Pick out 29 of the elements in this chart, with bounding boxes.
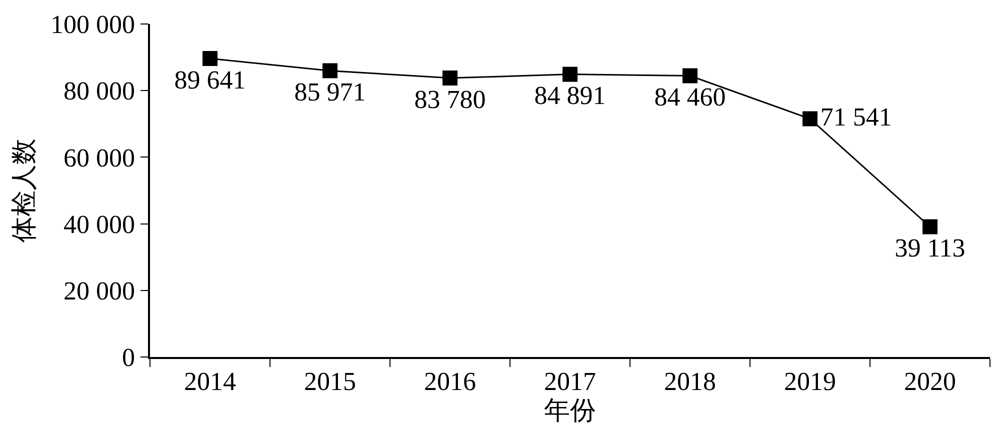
point	[562, 66, 578, 82]
point	[202, 51, 218, 66]
data-label: 71 541	[820, 102, 892, 132]
point	[802, 111, 818, 126]
data-label: 84 891	[534, 81, 606, 110]
x-tick-label: 2020	[904, 366, 956, 396]
y-tick-label: 60 000	[64, 143, 136, 172]
y-tick-label: 40 000	[64, 210, 136, 239]
x-tick-label: 2018	[664, 366, 716, 396]
data-label: 39 113	[894, 234, 966, 263]
point	[682, 68, 698, 84]
data-label: 84 460	[654, 82, 726, 112]
x-tick-label: 2017	[544, 366, 596, 396]
data-label: 89 641	[174, 65, 246, 94]
y-tick-label: 20 000	[64, 276, 136, 306]
x-tick-label: 2015	[304, 366, 356, 396]
point	[922, 219, 938, 234]
x-tick-label: 2016	[424, 366, 476, 396]
data-label: 83 780	[414, 84, 486, 114]
point	[322, 63, 338, 78]
y-axis-title: 体检人数	[9, 138, 38, 242]
y-tick-label: 100 000	[50, 10, 136, 40]
y-tick-label: 0	[122, 343, 136, 372]
x-tick-label: 2019	[784, 366, 836, 396]
data-label: 85 971	[294, 78, 366, 107]
y-tick-label: 80 000	[64, 76, 136, 106]
point	[442, 70, 458, 86]
x-tick-label: 2014	[184, 366, 236, 396]
x-axis-title: 年份	[544, 396, 596, 426]
